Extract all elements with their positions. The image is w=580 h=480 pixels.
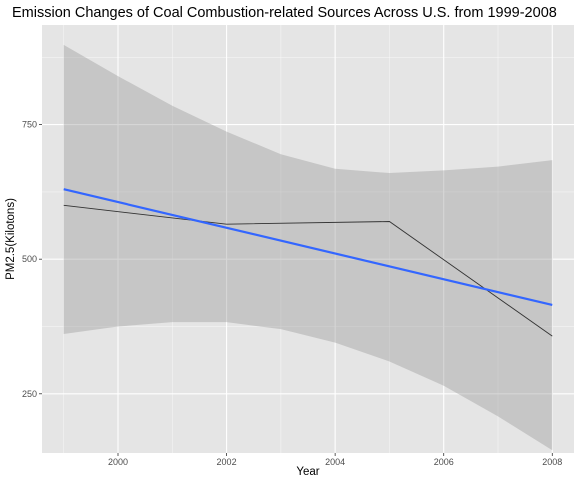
y-tick-label: 250 <box>22 389 37 399</box>
x-tick-label: 2000 <box>108 457 128 467</box>
major-gridlines <box>42 25 574 453</box>
y-axis-title: PM2.5(Kilotons) <box>5 198 17 280</box>
x-tick-label: 2004 <box>325 457 345 467</box>
x-tick-label: 2008 <box>542 457 562 467</box>
emission-series-line <box>63 204 553 337</box>
x-tick-label: 2006 <box>434 457 454 467</box>
series-layer <box>63 204 553 337</box>
x-axis-title: Year <box>296 466 319 478</box>
x-axis-ticks: 2000 2002 2004 2006 2008 <box>108 453 562 467</box>
minor-gridlines <box>42 25 574 453</box>
x-tick-label: 2002 <box>217 457 237 467</box>
linear-trend-line <box>63 188 553 307</box>
chart-title: Emission Changes of Coal Combustion-rela… <box>12 5 557 21</box>
plot-panel <box>42 25 574 453</box>
trend-line-layer <box>63 188 553 307</box>
y-tick-label: 500 <box>22 254 37 264</box>
y-tick-label: 750 <box>22 120 37 130</box>
y-axis-ticks: 250 500 750 <box>22 120 42 399</box>
